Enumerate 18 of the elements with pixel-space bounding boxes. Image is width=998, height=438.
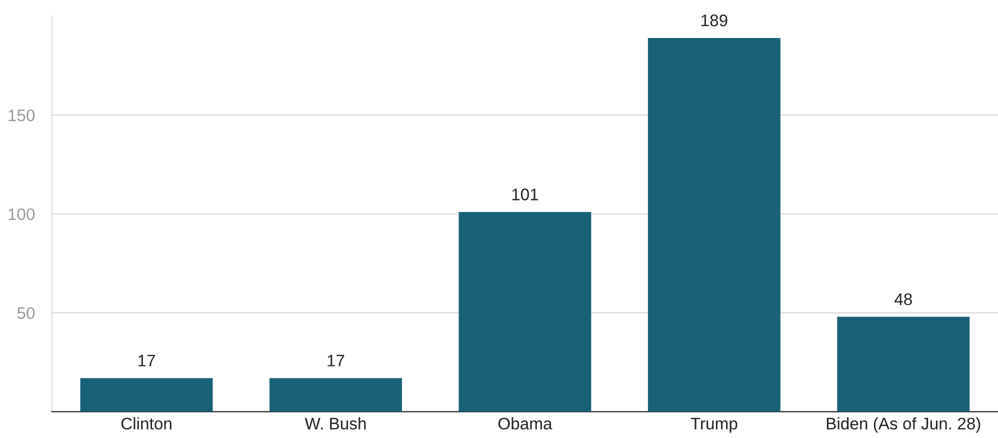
data-label: 17 [138,354,155,366]
x-tick-label: Trump [690,418,738,433]
x-tick-label: W. Bush [304,417,366,430]
data-label: 189 [702,14,728,26]
data-label: 101 [512,188,538,200]
x-tick-label: Biden (As of Jun. 28) [826,417,980,433]
bar [458,212,592,412]
y-tick-label: 150 [8,109,35,122]
bar [80,378,213,412]
data-label: 48 [894,293,912,306]
y-tick-label: 50 [17,307,35,320]
y-tick-label: 100 [8,208,35,220]
x-tick-label: Clinton [121,417,172,430]
bar [837,316,970,412]
x-tick-label: Obama [498,417,552,430]
data-label: 17 [328,354,344,366]
bar [648,38,780,412]
bar [270,378,402,412]
